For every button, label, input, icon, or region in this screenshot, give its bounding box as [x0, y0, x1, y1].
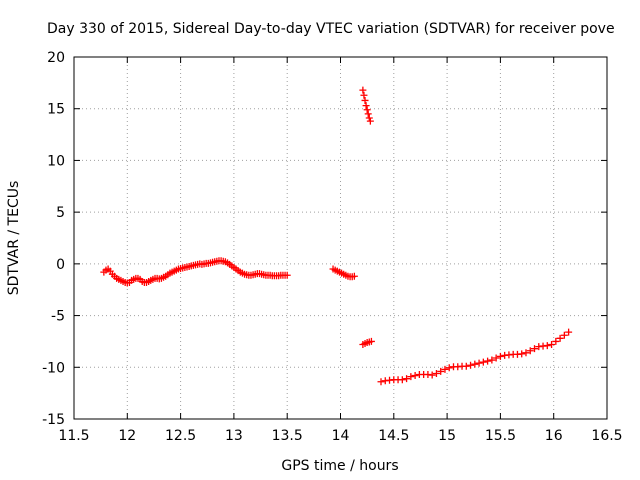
data-point: [526, 347, 534, 355]
x-tick-labels: 11.5 12 12.5 13 13.5 14 14.5 15 15.5 16 16.5: [58, 428, 622, 444]
y-tick-label: 15: [47, 102, 65, 118]
data-points: [100, 86, 573, 386]
y-axis-label: SDTVAR / TECUs: [6, 181, 22, 296]
data-point: [365, 114, 373, 122]
data-point: [362, 102, 370, 110]
data-point: [522, 349, 530, 357]
axis-ticks: [73, 56, 608, 420]
data-point: [445, 364, 453, 372]
data-point: [565, 328, 573, 336]
data-point: [361, 96, 369, 104]
data-point: [360, 91, 368, 99]
x-tick-label: 15.5: [485, 428, 516, 444]
y-tick-label: 20: [47, 50, 65, 66]
data-point: [496, 352, 504, 360]
data-point: [359, 86, 367, 94]
x-tick-label: 14.5: [378, 428, 409, 444]
series-segment-4: [359, 337, 375, 349]
data-point: [366, 117, 374, 125]
x-tick-label: 15: [438, 428, 456, 444]
series-segment-5: [377, 328, 573, 386]
data-point: [462, 362, 470, 370]
data-point: [471, 360, 479, 368]
data-point: [467, 361, 475, 369]
x-tick-label: 12.5: [165, 428, 196, 444]
data-point: [411, 372, 419, 380]
x-tick-label: 11.5: [58, 428, 89, 444]
data-point: [398, 376, 406, 384]
data-point: [475, 359, 483, 367]
data-point: [543, 342, 551, 350]
y-tick-label: 5: [56, 205, 65, 221]
y-tick-labels: -15 -10 -5 0 5 10 15 20: [42, 50, 65, 428]
data-point: [363, 106, 371, 114]
y-tick-label: 10: [47, 153, 65, 169]
series-segment-2: [329, 265, 358, 281]
data-point: [441, 365, 449, 373]
y-tick-label: -5: [51, 309, 65, 325]
data-point: [283, 271, 291, 279]
data-point: [350, 272, 358, 280]
x-tick-label: 13: [225, 428, 243, 444]
data-point: [548, 341, 556, 349]
data-point: [484, 357, 492, 365]
x-axis-label: GPS time / hours: [281, 458, 398, 474]
data-point: [377, 378, 385, 386]
y-tick-label: -10: [42, 360, 65, 376]
x-tick-label: 12: [118, 428, 136, 444]
x-tick-label: 13.5: [272, 428, 303, 444]
x-tick-label: 14: [332, 428, 350, 444]
data-point: [560, 331, 568, 339]
x-tick-label: 16: [545, 428, 563, 444]
data-point: [367, 337, 375, 345]
data-point: [556, 334, 564, 342]
data-point: [437, 367, 445, 375]
series-segment-3: [359, 86, 374, 125]
chart-title: Day 330 of 2015, Sidereal Day-to-day VTE…: [47, 21, 615, 37]
data-point: [403, 375, 411, 383]
data-point: [407, 373, 415, 381]
grid: [74, 57, 607, 419]
data-point: [488, 356, 496, 364]
data-point: [531, 345, 539, 353]
data-point: [492, 354, 500, 362]
data-point: [432, 369, 440, 377]
y-tick-label: -15: [42, 412, 65, 428]
x-tick-label: 16.5: [591, 428, 622, 444]
data-point: [428, 371, 436, 379]
series-segment-1: [100, 257, 291, 287]
y-tick-label: 0: [56, 257, 65, 273]
data-point: [479, 358, 487, 366]
data-point: [364, 110, 372, 118]
data-point: [518, 350, 526, 358]
data-point: [552, 337, 560, 345]
